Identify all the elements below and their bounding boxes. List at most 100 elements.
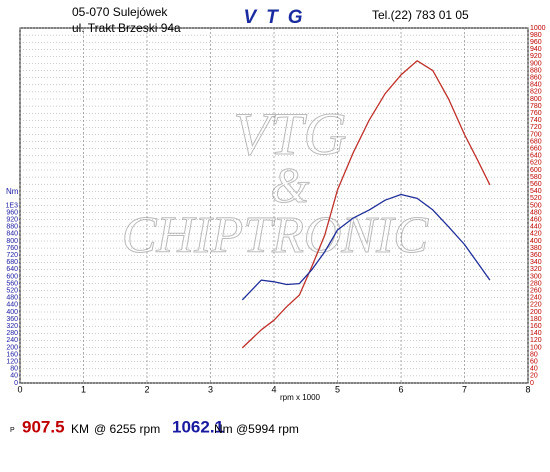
y2-tick-label: 720	[6, 252, 18, 259]
y-tick-label: 360	[530, 252, 542, 259]
y-tick-label: 40	[530, 366, 538, 373]
y-tick-label: 960	[530, 39, 542, 46]
y-tick-label: 920	[530, 53, 542, 60]
y-tick-label: 140	[530, 330, 542, 337]
y2-tick-label: 680	[6, 259, 18, 266]
y2-tick-label: 960	[6, 209, 18, 216]
y-tick-label: 220	[530, 302, 542, 309]
y2-tick-label: 360	[6, 316, 18, 323]
y2-tick-label: 120	[6, 359, 18, 366]
y-tick-label: 480	[530, 209, 542, 216]
y-tick-label: 400	[530, 238, 542, 245]
y-tick-label: 760	[530, 110, 542, 117]
footer-power-at: @ 6255 rpm	[94, 422, 160, 436]
y-tick-label: 880	[530, 67, 542, 74]
y2-tick-label: 800	[6, 238, 18, 245]
y2-tick-label: 160	[6, 351, 18, 358]
address-line-2: ul. Trakt Brzeski 94a	[72, 21, 181, 35]
y-tick-label: 640	[530, 153, 542, 160]
y-tick-label: 60	[530, 359, 538, 366]
y-tick-label: 700	[530, 131, 542, 138]
y2-tick-label: 240	[6, 337, 18, 344]
y-tick-label: 100	[530, 344, 542, 351]
y2-tick-label: 80	[10, 366, 18, 373]
y-tick-label: 300	[530, 273, 542, 280]
y2-tick-label: 920	[6, 217, 18, 224]
y-tick-label: 120	[530, 337, 542, 344]
data-line	[241, 193, 491, 301]
y2-tick-label: 0	[14, 380, 18, 387]
footer-torque-unit: Nm	[214, 422, 233, 436]
x-tick-label: 8	[525, 384, 530, 394]
y-tick-label: 560	[530, 181, 542, 188]
y-tick-label: 180	[530, 316, 542, 323]
y-tick-label: 980	[530, 32, 542, 39]
y-tick-label: 380	[530, 245, 542, 252]
y-tick-label: 540	[530, 188, 542, 195]
y2-tick-label: 280	[6, 330, 18, 337]
x-tick-label: 2	[144, 384, 149, 394]
y2-tick-label: 560	[6, 280, 18, 287]
x-axis-label: rpm x 1000	[280, 393, 321, 402]
x-tick-label: 6	[398, 384, 403, 394]
address-line-1: 05-070 Sulejówek	[72, 5, 168, 19]
x-tick-label: 3	[208, 384, 213, 394]
footer-torque-at: @5994 rpm	[236, 422, 299, 436]
x-tick-label: 4	[271, 384, 276, 394]
y2-tick-label: 520	[6, 288, 18, 295]
footer-torque: 1062.1	[172, 417, 224, 436]
y2-axis-label: Nm	[6, 187, 19, 196]
x-tick-label: 7	[462, 384, 467, 394]
y-tick-label: 840	[530, 82, 542, 89]
y2-tick-label: 40	[10, 373, 18, 380]
y-tick-label: 780	[530, 103, 542, 110]
watermark: CHIPTRONIC	[122, 207, 430, 264]
y2-tick-label: 600	[6, 273, 18, 280]
x-tick-label: 5	[335, 384, 340, 394]
y-tick-label: 320	[530, 266, 542, 273]
y2-tick-label: 400	[6, 309, 18, 316]
phone: Tel.(22) 783 01 05	[372, 8, 469, 22]
footer-power-unit: KM	[71, 422, 89, 436]
y-tick-label: 1000	[530, 25, 546, 32]
y2-tick-label: 840	[6, 231, 18, 238]
y-tick-label: 80	[530, 351, 538, 358]
y-tick-label: 940	[530, 46, 542, 53]
watermark: VTG	[233, 101, 346, 167]
y-tick-label: 580	[530, 174, 542, 181]
y-tick-label: 900	[530, 60, 542, 67]
y-tick-label: 200	[530, 309, 542, 316]
y-tick-label: 500	[530, 202, 542, 209]
footer-prefix: P	[10, 427, 15, 434]
x-tick-label: 0	[17, 384, 22, 394]
y2-tick-label: 440	[6, 302, 18, 309]
y2-tick-label: 760	[6, 245, 18, 252]
y-tick-label: 740	[530, 117, 542, 124]
y-tick-label: 860	[530, 75, 542, 82]
logo: VTG	[243, 7, 312, 28]
y-tick-label: 260	[530, 288, 542, 295]
y2-tick-label: 880	[6, 224, 18, 231]
y-tick-label: 420	[530, 231, 542, 238]
x-tick-label: 1	[81, 384, 86, 394]
y2-tick-label: 480	[6, 295, 18, 302]
y-tick-label: 800	[530, 96, 542, 103]
y-tick-label: 660	[530, 146, 542, 153]
y-tick-label: 460	[530, 217, 542, 224]
y-tick-label: 160	[530, 323, 542, 330]
y-tick-label: 820	[530, 89, 542, 96]
footer-power: 907.5	[22, 417, 65, 436]
y-tick-label: 0	[530, 380, 534, 387]
watermark: &	[271, 156, 310, 212]
y-tick-label: 600	[530, 167, 542, 174]
y-tick-label: 340	[530, 259, 542, 266]
y-tick-label: 280	[530, 280, 542, 287]
y2-tick-label: 200	[6, 344, 18, 351]
y-tick-label: 520	[530, 195, 542, 202]
y-tick-label: 20	[530, 373, 538, 380]
y2-tick-label: 320	[6, 323, 18, 330]
y-tick-label: 720	[530, 124, 542, 131]
y-tick-label: 440	[530, 224, 542, 231]
